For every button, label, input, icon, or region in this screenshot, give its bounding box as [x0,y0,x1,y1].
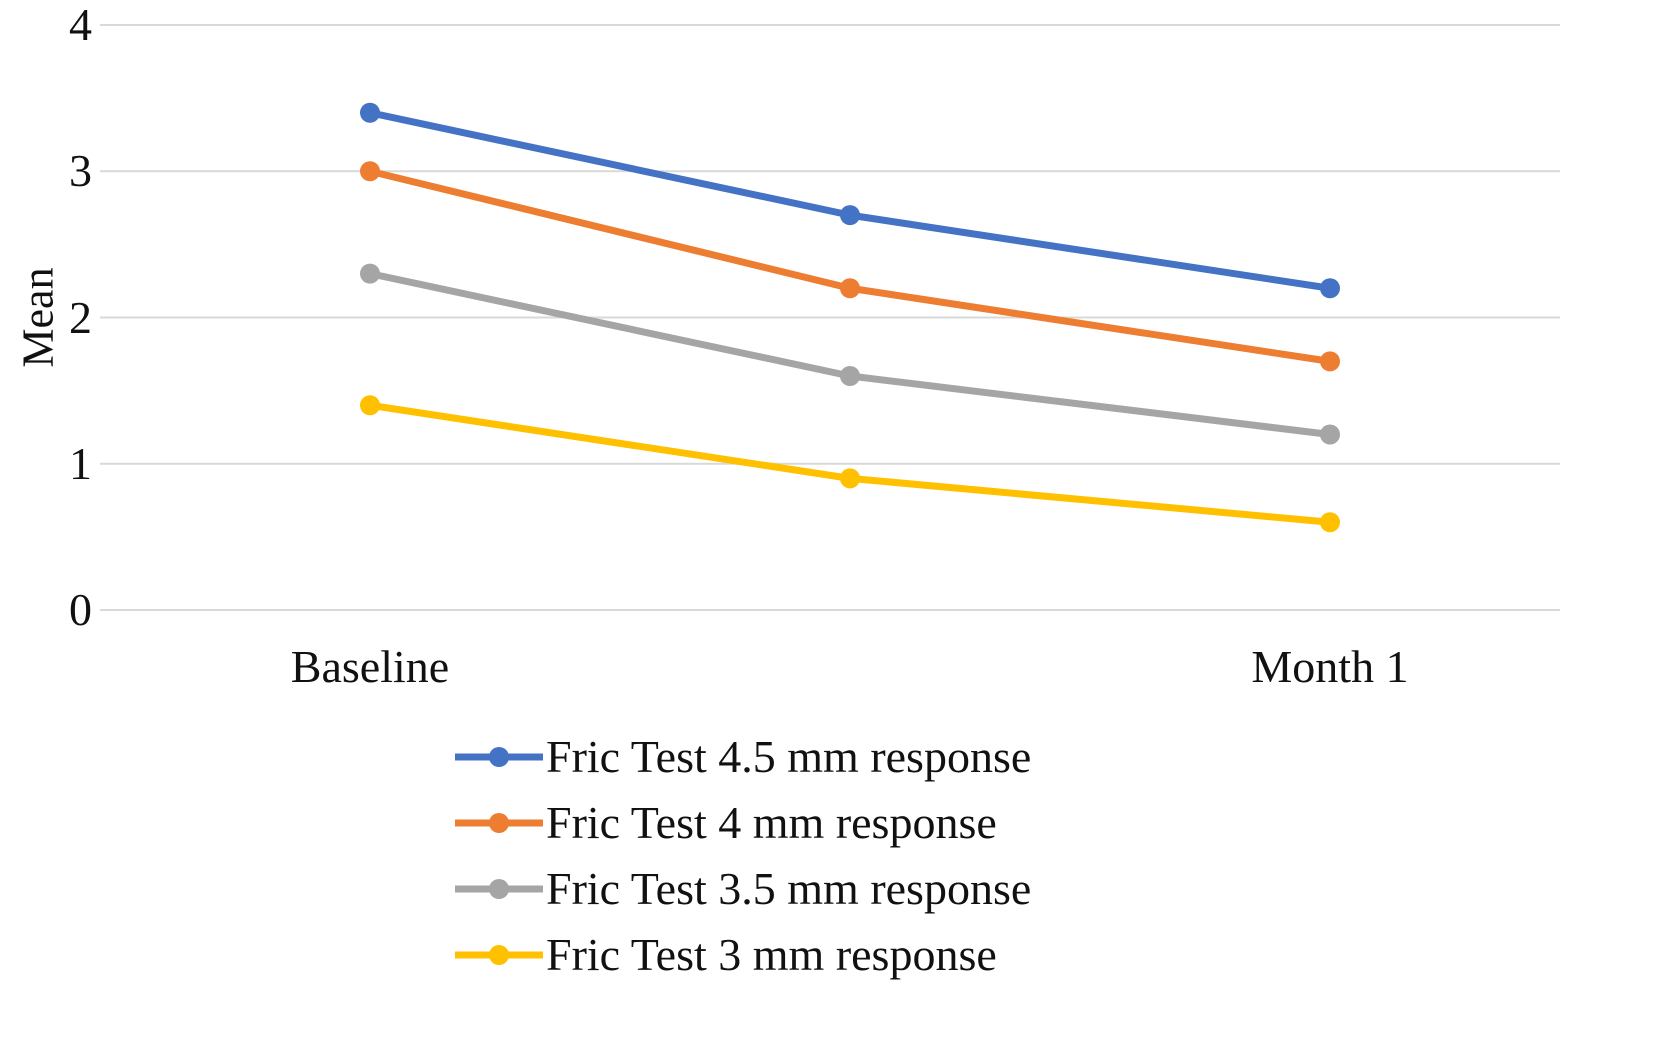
legend-label: Fric Test 4.5 mm response [546,731,1032,782]
data-point-marker [1320,512,1340,533]
legend-label: Fric Test 3 mm response [546,929,997,980]
y-tick-label: 2 [69,291,92,343]
legend-label: Fric Test 3.5 mm response [546,863,1032,914]
legend: Fric Test 4.5 mm response Fric Test 4 mm … [455,728,1031,983]
legend-marker [455,746,543,767]
legend-item: Fric Test 3 mm response [455,926,1031,983]
data-point-marker [1320,424,1340,445]
legend-item: Fric Test 3.5 mm response [455,860,1031,917]
legend-item: Fric Test 4 mm response [455,794,1031,851]
x-tick-label: Month 1 [1251,641,1409,692]
y-tick-label: 4 [69,0,92,50]
data-point-marker [360,263,380,284]
data-point-marker [360,395,380,416]
y-tick-label: 3 [69,145,92,197]
legend-marker [455,944,543,965]
data-point-marker [360,102,380,123]
legend-item: Fric Test 4.5 mm response [455,728,1031,785]
legend-marker [455,812,543,833]
series-line [366,109,1334,292]
y-tick-label: 0 [69,584,92,635]
legend-label: Fric Test 4 mm response [546,797,997,848]
data-point-marker [840,366,860,386]
plot-area [100,24,1560,611]
y-tick-label: 1 [69,437,92,489]
data-point-marker [840,468,860,489]
data-point-marker [1320,278,1340,299]
data-point-marker [360,161,380,182]
legend-marker [455,878,543,899]
x-tick-label: Baseline [290,641,450,692]
data-point-marker [1320,351,1340,372]
data-point-marker [840,205,860,226]
data-point-marker [840,278,860,299]
